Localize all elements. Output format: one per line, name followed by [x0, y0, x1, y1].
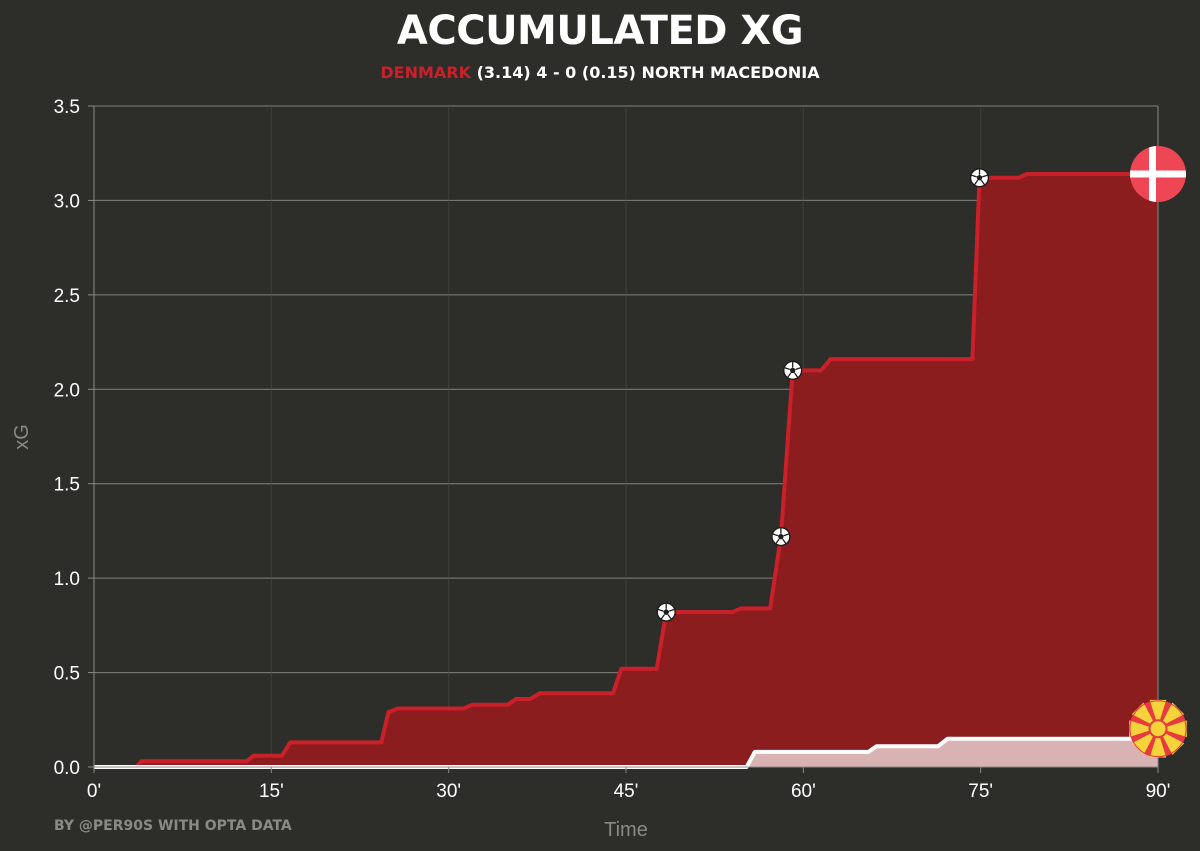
x-tick-label: 60' — [791, 781, 816, 802]
y-tick-label: 2.5 — [54, 286, 80, 307]
y-tick-label: 1.5 — [54, 475, 80, 496]
ball-pentagon — [663, 608, 670, 615]
ball-pentagon — [777, 533, 784, 540]
ball-seams — [971, 169, 988, 186]
sun-ray — [1166, 720, 1187, 737]
x-tick-label: 30' — [436, 781, 461, 802]
chart-title: ACCUMULATED XG — [396, 8, 804, 54]
x-tick-label: 75' — [968, 781, 993, 802]
denmark-flag-icon — [1130, 146, 1186, 202]
line-layer — [94, 172, 1158, 769]
chart-subtitle: DENMARK (3.14) 4 - 0 (0.15) NORTH MACEDO… — [0, 63, 1200, 82]
axis-layer: 0.0 0.5 1.0 1.5 2.0 2.5 3.0 3.5 0' 15' 30' 45' 60' 75… — [54, 97, 1171, 802]
y-tick-label: 3.5 — [54, 97, 80, 118]
denmark-xg-line — [94, 172, 1158, 769]
sun-ray — [1131, 702, 1154, 724]
ball-pentagon — [789, 367, 796, 373]
y-axis-label: xG — [11, 424, 33, 450]
x-tick-label: 45' — [614, 781, 639, 802]
sun-ray — [1131, 733, 1154, 755]
flag-cross — [1130, 146, 1186, 202]
cross-horizontal — [1130, 170, 1186, 178]
y-tick-label: 0.5 — [54, 664, 80, 685]
y-tick-label: 3.0 — [54, 191, 80, 212]
sun-rays — [1129, 699, 1187, 758]
north-macedonia-xg-line — [94, 736, 1158, 769]
soccer-ball-icon — [656, 602, 676, 622]
y-tick-label: 1.0 — [54, 569, 80, 590]
ball-seams — [658, 603, 675, 620]
sun-ray — [1149, 737, 1167, 758]
home-team-name: DENMARK — [380, 63, 472, 82]
ball-pentagon — [976, 174, 983, 181]
sun-ray — [1149, 699, 1167, 720]
team-badges — [1129, 146, 1187, 758]
credit-text: BY @PER90S WITH OPTA DATA — [54, 818, 292, 834]
goal-markers — [656, 168, 990, 622]
x-axis-label: Time — [604, 819, 648, 841]
ball-seams — [772, 528, 790, 544]
sun-ray — [1129, 720, 1150, 737]
area-layer — [94, 174, 1158, 767]
x-tick-label: 0' — [87, 781, 101, 802]
soccer-ball-icon — [969, 168, 990, 188]
north-macedonia-flag-icon — [1129, 699, 1187, 758]
x-tick-label: 15' — [259, 781, 284, 802]
sun-ray — [1162, 733, 1185, 755]
north-macedonia-xg-area — [94, 738, 1158, 767]
badge-rim — [1129, 700, 1187, 758]
y-tick-label: 2.0 — [54, 380, 80, 401]
x-tick-label: 90' — [1146, 781, 1171, 802]
sun-disc — [1148, 719, 1168, 739]
y-tick-label: 0.0 — [54, 758, 80, 779]
score-text: (3.14) 4 - 0 (0.15) NORTH MACEDONIA — [476, 63, 820, 82]
denmark-xg-area — [94, 174, 1158, 767]
ball-seams — [784, 361, 801, 378]
soccer-ball-icon — [782, 360, 803, 381]
soccer-ball-icon — [771, 526, 791, 547]
sun-ray — [1162, 702, 1185, 724]
